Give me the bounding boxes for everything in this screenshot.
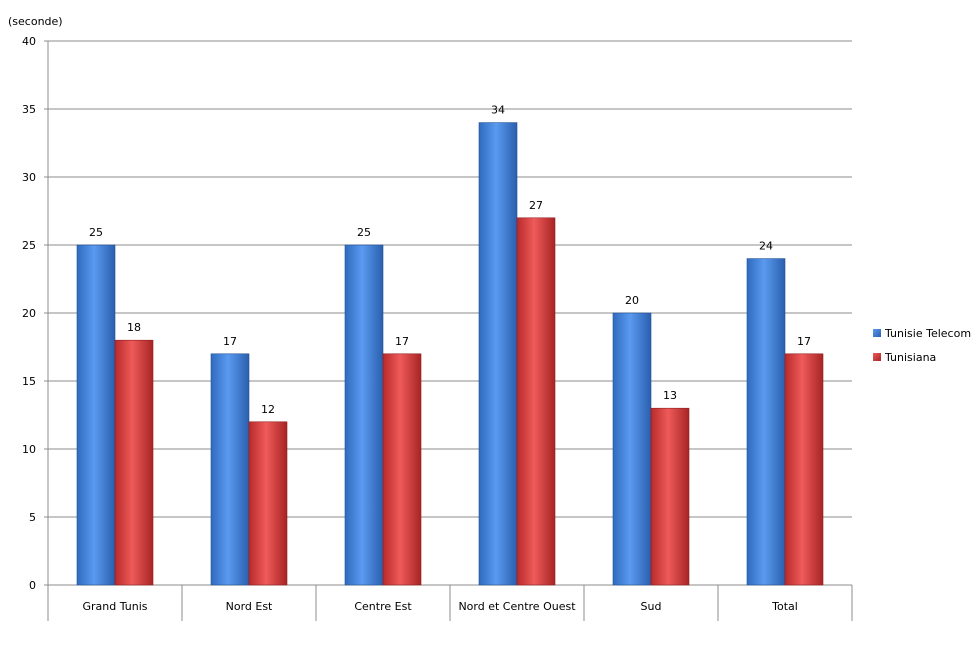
data-label-tunisiana-sud: 13 <box>663 389 677 402</box>
bar-tunisie-telecom-nord-est <box>210 353 250 586</box>
axes: 0 5 10 15 20 25 30 35 40 Grand Tunis Nord Est Centr… <box>22 35 853 621</box>
x-tick-label-sud: Sud <box>641 600 662 613</box>
data-label-tunisie-telecom-sud: 20 <box>625 294 639 307</box>
legend: Tunisie Telecom Tunisiana <box>873 327 971 364</box>
legend-label-tunisie-telecom: Tunisie Telecom <box>884 327 971 340</box>
data-label-tunisie-telecom-centre-est: 25 <box>357 226 371 239</box>
y-tick-label-35: 35 <box>22 103 36 116</box>
bar-tunisiana-sud <box>650 407 690 586</box>
y-tick-label-20: 20 <box>22 307 36 320</box>
data-label-tunisiana-nord-est: 12 <box>261 403 275 416</box>
x-tick-label-centre-est: Centre Est <box>354 600 412 613</box>
data-label-tunisie-telecom-total: 24 <box>759 240 773 253</box>
y-tick-label-5: 5 <box>29 511 36 524</box>
x-tick-label-grand-tunis: Grand Tunis <box>82 600 147 613</box>
grid <box>48 40 852 518</box>
data-label-tunisiana-centre-est: 17 <box>395 335 409 348</box>
y-unit-label: (seconde) <box>8 15 63 28</box>
data-label-tunisiana-nord-et-centre-ouest: 27 <box>529 199 543 212</box>
bar-tunisie-telecom-grand-tunis <box>76 244 116 586</box>
data-label-tunisie-telecom-nord-et-centre-ouest: 34 <box>491 104 505 117</box>
x-tick-label-total: Total <box>771 600 798 613</box>
y-tick-label-10: 10 <box>22 443 36 456</box>
bar-tunisie-telecom-sud <box>612 312 652 586</box>
y-tick-label-40: 40 <box>22 35 36 48</box>
bar-tunisiana-grand-tunis <box>114 339 154 586</box>
x-tick-label-nord-est: Nord Est <box>226 600 273 613</box>
y-tick-label-0: 0 <box>29 579 36 592</box>
y-tick-label-15: 15 <box>22 375 36 388</box>
bar-tunisie-telecom-nord-et-centre-ouest <box>478 122 518 586</box>
bar-tunisie-telecom-centre-est <box>344 244 384 586</box>
bar-tunisiana-nord-et-centre-ouest <box>516 217 556 586</box>
bar-tunisiana-nord-est <box>248 421 288 586</box>
bar-tunisiana-total <box>784 353 824 586</box>
data-labels: 25 18 17 12 25 17 34 27 20 13 24 17 <box>89 104 811 416</box>
x-tick-label-nord-et-centre-ouest: Nord et Centre Ouest <box>458 600 576 613</box>
bar-tunisiana-centre-est <box>382 353 422 586</box>
y-tick-label-30: 30 <box>22 171 36 184</box>
bar-tunisie-telecom-total <box>746 258 786 586</box>
legend-label-tunisiana: Tunisiana <box>884 351 936 364</box>
legend-swatch-tunisiana <box>873 353 881 361</box>
y-tick-label-25: 25 <box>22 239 36 252</box>
data-label-tunisiana-total: 17 <box>797 335 811 348</box>
data-label-tunisie-telecom-nord-est: 17 <box>223 335 237 348</box>
data-label-tunisiana-grand-tunis: 18 <box>127 321 141 334</box>
legend-swatch-tunisie-telecom <box>873 329 881 337</box>
data-label-tunisie-telecom-grand-tunis: 25 <box>89 226 103 239</box>
bars <box>76 122 824 586</box>
